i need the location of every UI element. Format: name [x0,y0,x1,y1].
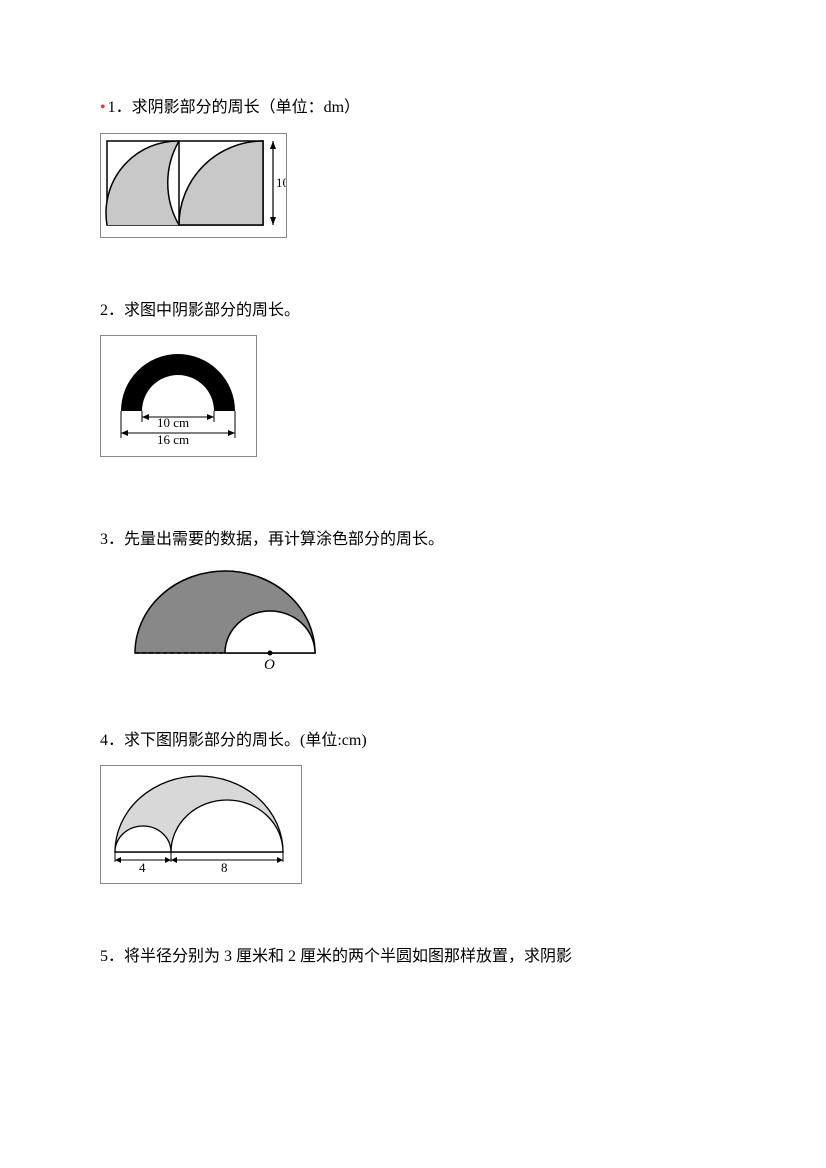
q3-svg: O [120,565,345,675]
question-2: 2．求图中阴影部分的周长。 10 cm 16 cm [100,298,726,458]
question-2-text: 2．求图中阴影部分的周长。 [100,298,726,324]
question-3: 3．先量出需要的数据，再计算涂色部分的周长。 O [100,527,726,680]
q2-outer-label: 16 cm [157,432,189,447]
question-4: 4．求下图阴影部分的周长。(单位:cm) [100,728,726,885]
q1-svg: 10 [101,134,286,232]
question-3-text: 3．先量出需要的数据，再计算涂色部分的周长。 [100,527,726,553]
q2-svg: 10 cm 16 cm [101,336,256,451]
question-2-figure: 10 cm 16 cm [100,335,726,457]
question-1-text: 1．求阴影部分的周长（单位：dm） [100,95,726,121]
question-4-figure: 4 8 [100,765,726,884]
question-4-text: 4．求下图阴影部分的周长。(单位:cm) [100,728,726,754]
q4-seg1-label: 4 [139,860,146,875]
question-1-figure: 10 [100,133,726,238]
q2-inner-label: 10 cm [157,415,189,430]
question-5-text: 5．将半径分别为 3 厘米和 2 厘米的两个半圆如图那样放置，求阴影 [100,944,726,970]
q3-center-label: O [264,657,275,673]
question-3-figure: O [100,565,726,680]
q1-dim-label: 10 [276,175,286,190]
question-1: 1．求阴影部分的周长（单位：dm） 10 [100,95,726,238]
q4-svg: 4 8 [101,766,301,878]
question-5: 5．将半径分别为 3 厘米和 2 厘米的两个半圆如图那样放置，求阴影 [100,944,726,970]
q4-seg2-label: 8 [221,860,228,875]
